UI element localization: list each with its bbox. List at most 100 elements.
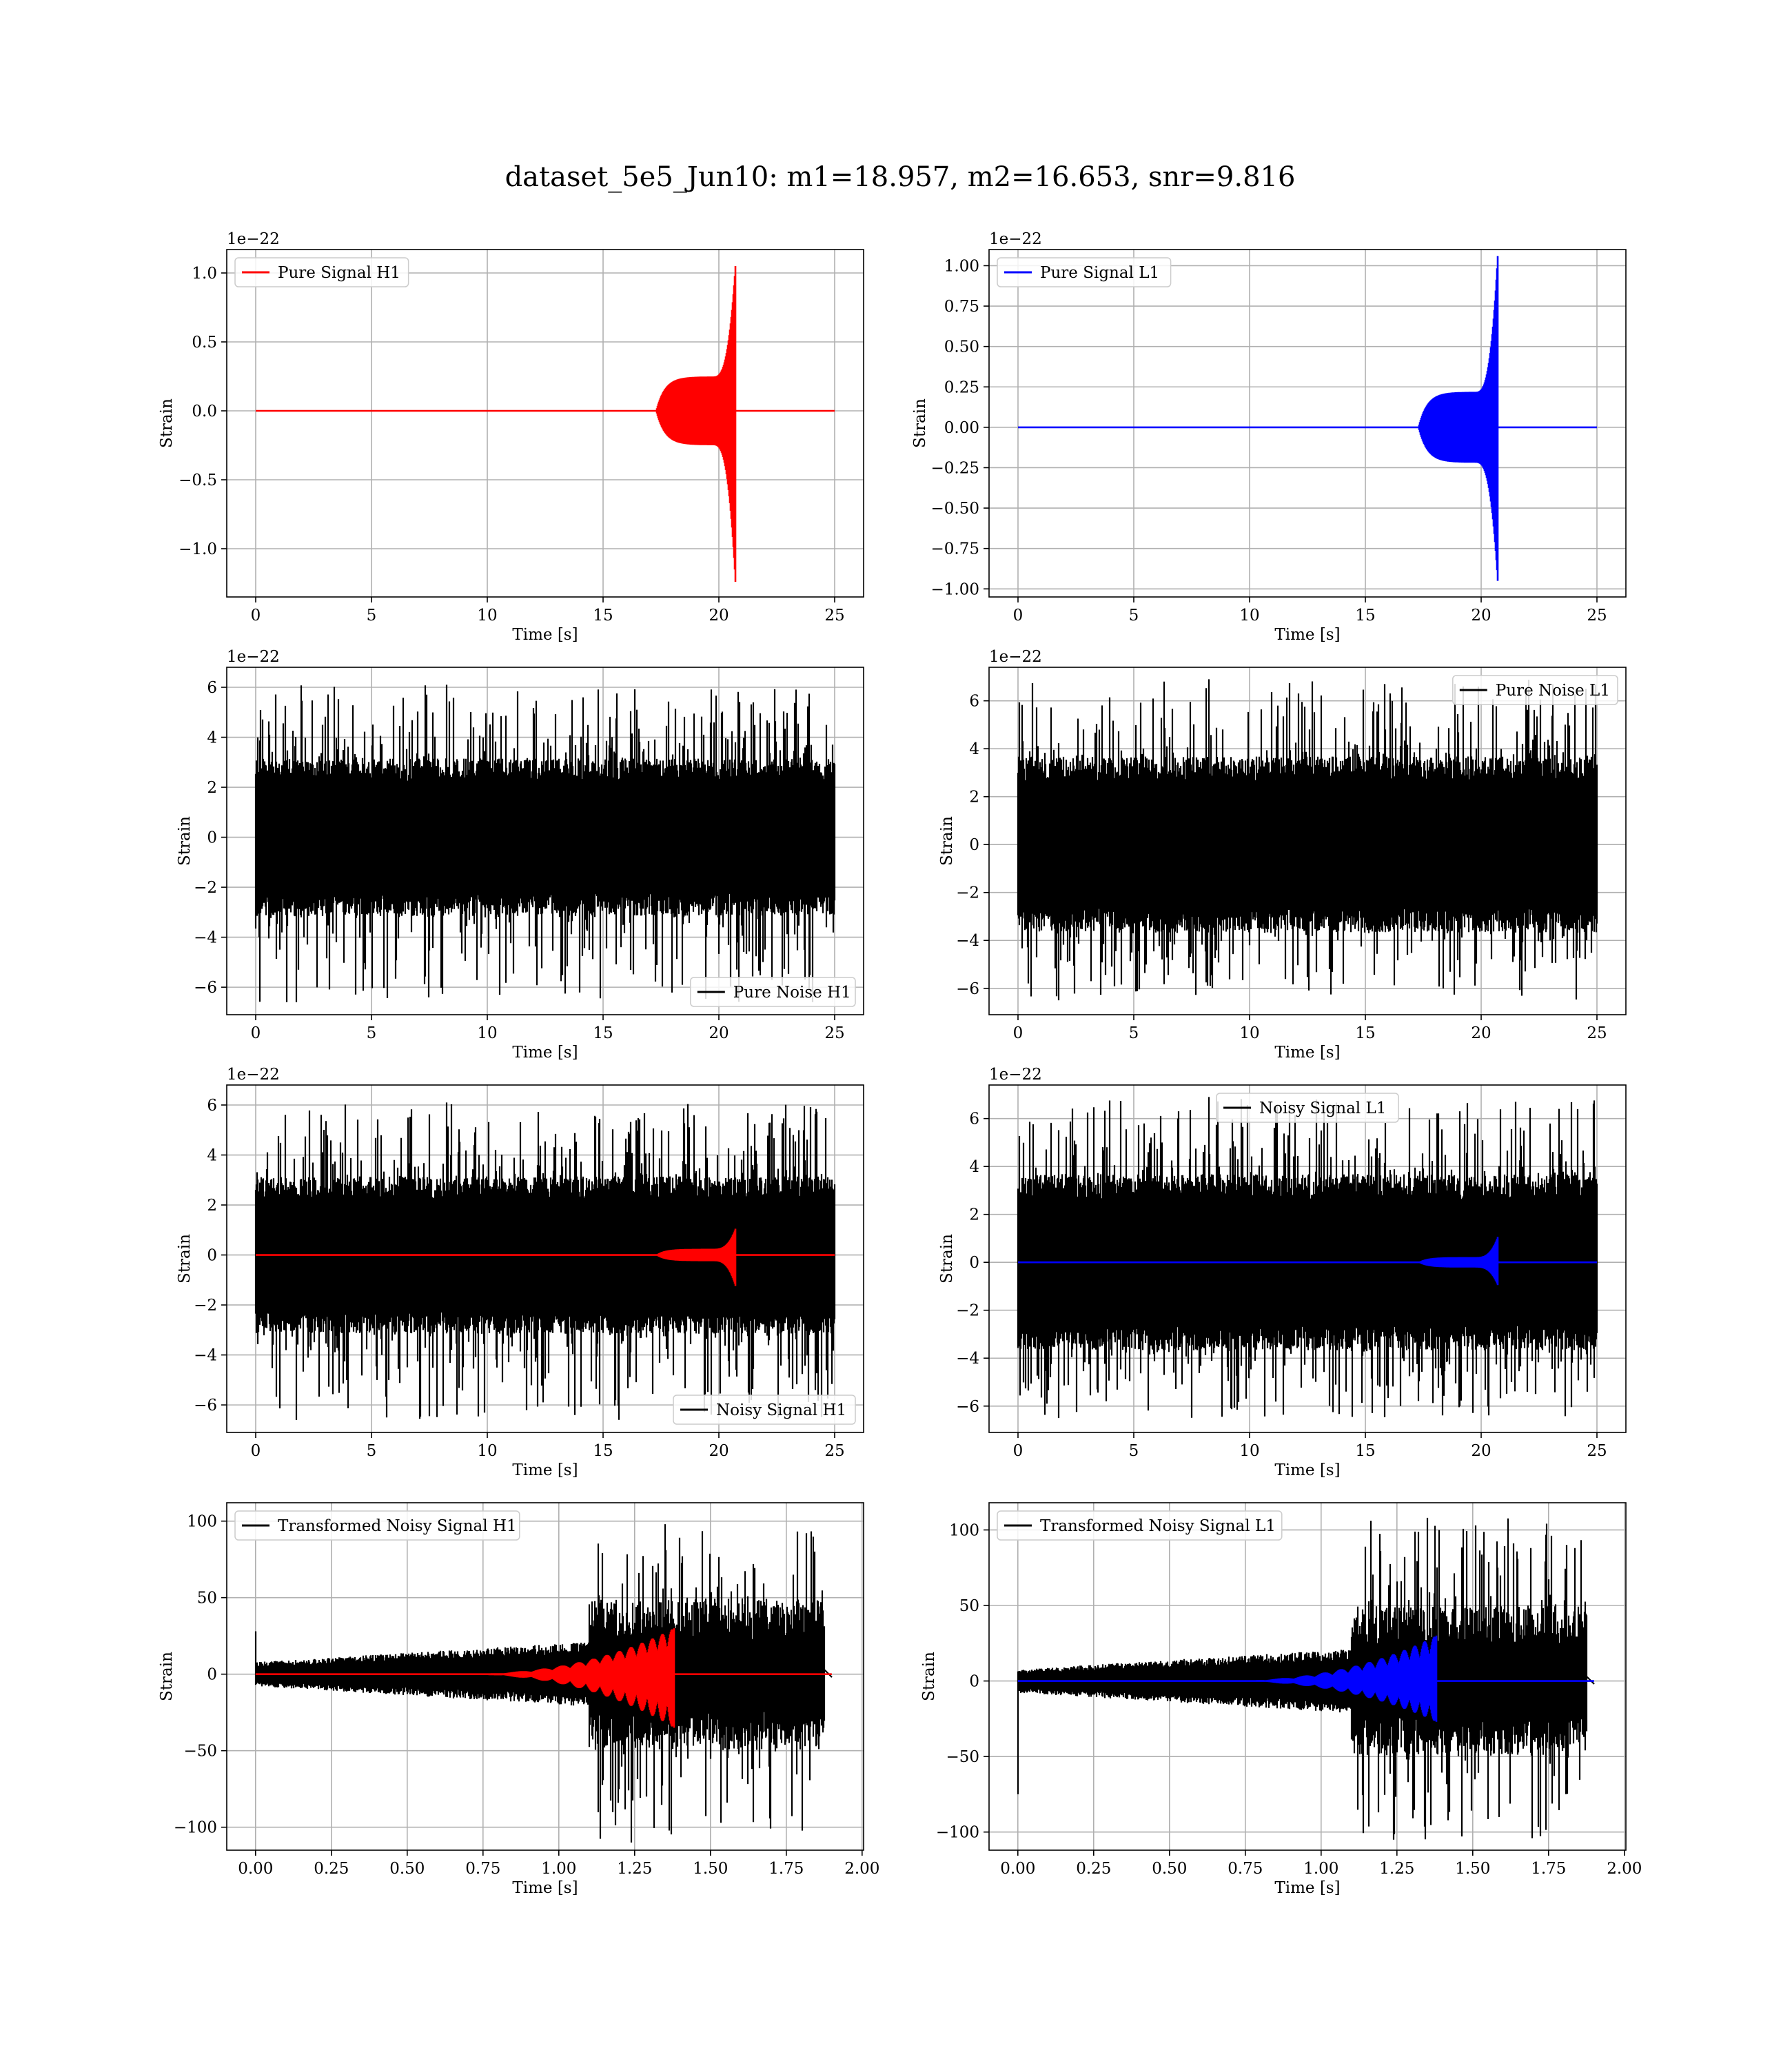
- legend: Pure Signal H1: [234, 257, 409, 287]
- subplot-transformed-noisy-signal-l1: 0.00 0.25 0.50 0.75 1.00 1.25 1.50 1.75 2.00 −100…: [920, 1502, 1642, 1897]
- y-tick-label: 2: [207, 1197, 217, 1215]
- figure-suptitle: dataset_5e5_Jun10: m1=18.957, m2=16.653,…: [505, 161, 1296, 193]
- x-axis-label: Time [s]: [512, 1879, 578, 1897]
- y-tick-label: −6: [956, 980, 979, 998]
- x-tick-label: 1.50: [1455, 1860, 1490, 1878]
- x-axis-label: Time [s]: [512, 1044, 578, 1062]
- series-line-pure-noise-l1: [1017, 679, 1598, 1001]
- legend-label: Noisy Signal L1: [1259, 1099, 1386, 1117]
- x-tick-label: 0.25: [1076, 1860, 1111, 1878]
- y-tick-label: −50: [946, 1748, 979, 1766]
- y-tick-label: −4: [956, 1350, 979, 1368]
- x-tick-label: 0: [1013, 1442, 1024, 1460]
- y-tick-label: −6: [194, 1397, 217, 1415]
- subplot-pure-signal-l1: 0 5 10 15 20 25 −1.00 −0.75 −0.50 −0.25 0.00 0.25 0.…: [911, 230, 1627, 644]
- series-line-pure-noise-h1: [254, 685, 836, 1002]
- y-axis-label: Strain: [176, 816, 194, 866]
- y-tick-label: 6: [969, 693, 979, 711]
- y-tick-label: −50: [183, 1743, 217, 1761]
- x-tick-label: 5: [367, 1442, 377, 1460]
- legend: Pure Noise H1: [690, 977, 856, 1007]
- y-tick-label: 100: [949, 1521, 979, 1539]
- subplot-noisy-signal-h1: 0 5 10 15 20 25 −6 −4 −2 0 2 4 6 Time [s] Strain 1e−22 N…: [176, 1066, 864, 1479]
- y-tick-label: −6: [194, 979, 217, 997]
- x-tick-label: 20: [1471, 1442, 1491, 1460]
- y-tick-label: 0.50: [944, 338, 979, 356]
- x-tick-label: 15: [1355, 1024, 1375, 1042]
- x-tick-label: 0.75: [1228, 1860, 1263, 1878]
- y-tick-label: 1.00: [944, 257, 979, 275]
- axes-frame: [988, 1084, 1627, 1433]
- plot-area: [1017, 1097, 1598, 1419]
- subplot-pure-noise-h1: 0 5 10 15 20 25 −6 −4 −2 0 2 4 6 Time [s] Strain 1e−22 P…: [176, 648, 864, 1062]
- legend-label: Noisy Signal H1: [716, 1401, 846, 1419]
- y-tick-label: 50: [197, 1590, 217, 1608]
- y-tick-label: 0: [207, 1247, 217, 1265]
- y-axis-label: Strain: [158, 398, 176, 448]
- y-tick-label: −2: [956, 884, 979, 902]
- y-tick-label: 0: [207, 829, 217, 847]
- y-tick-label: 0.25: [944, 378, 979, 396]
- axes-frame: [988, 1502, 1627, 1851]
- axes-frame: [226, 1502, 864, 1851]
- x-tick-label: 10: [477, 607, 497, 625]
- y-tick-label: 4: [207, 1147, 217, 1165]
- x-tick-label: 1.00: [541, 1860, 576, 1878]
- x-tick-label: 25: [1587, 607, 1607, 625]
- x-tick-label: 25: [824, 1024, 844, 1042]
- y-tick-label: 6: [969, 1111, 979, 1128]
- y-tick-label: −2: [194, 1297, 217, 1315]
- legend-label: Pure Noise L1: [1496, 682, 1610, 700]
- x-tick-label: 25: [1587, 1442, 1607, 1460]
- x-tick-label: 15: [1355, 1442, 1375, 1460]
- y-offset-label: 1e−22: [227, 1066, 280, 1084]
- x-tick-label: 1.00: [1303, 1860, 1338, 1878]
- x-tick-label: 2.00: [1607, 1860, 1642, 1878]
- x-tick-label: 0: [251, 1442, 261, 1460]
- y-offset-label: 1e−22: [989, 648, 1042, 666]
- legend-label: Transformed Noisy Signal H1: [278, 1517, 517, 1535]
- x-tick-label: 15: [593, 1024, 613, 1042]
- x-tick-label: 25: [824, 1442, 844, 1460]
- plot-area: [1017, 1517, 1595, 1840]
- y-axis-label: Strain: [938, 816, 956, 866]
- legend-label: Pure Noise H1: [733, 984, 851, 1002]
- x-tick-label: 5: [1129, 1442, 1139, 1460]
- legend-label: Pure Signal H1: [278, 264, 400, 282]
- y-tick-label: 0: [969, 1254, 979, 1272]
- legend-box: [673, 1395, 856, 1425]
- x-tick-label: 15: [593, 607, 613, 625]
- series-line-l1-signal: [1017, 1635, 1594, 1722]
- x-tick-label: 1.25: [617, 1860, 652, 1878]
- x-axis-label: Time [s]: [1274, 1461, 1340, 1479]
- legend-label: Transformed Noisy Signal L1: [1040, 1517, 1276, 1535]
- x-tick-label: 10: [477, 1024, 497, 1042]
- legend-box: [234, 1510, 520, 1541]
- y-tick-label: 4: [969, 1158, 979, 1176]
- x-tick-label: 25: [1587, 1024, 1607, 1042]
- y-offset-label: 1e−22: [227, 230, 280, 248]
- y-tick-label: 2: [969, 789, 979, 807]
- y-tick-label: −0.75: [931, 540, 979, 558]
- legend-box: [997, 257, 1172, 287]
- x-tick-label: 0: [1013, 1024, 1024, 1042]
- x-tick-label: 0.00: [238, 1860, 273, 1878]
- series-line-pure-signal-l1: [1018, 256, 1597, 581]
- axes-frame: [226, 1084, 864, 1433]
- y-tick-label: 2: [969, 1206, 979, 1224]
- y-tick-label: −0.25: [931, 459, 979, 477]
- x-axis-label: Time [s]: [1274, 1044, 1340, 1062]
- y-tick-label: −0.5: [179, 472, 217, 489]
- x-tick-label: 5: [367, 1024, 377, 1042]
- y-axis-label: Strain: [938, 1234, 956, 1284]
- x-tick-label: 0: [251, 1024, 261, 1042]
- y-axis-label: Strain: [158, 1652, 176, 1701]
- y-tick-label: −4: [194, 929, 217, 947]
- x-axis-label: Time [s]: [512, 626, 578, 644]
- x-tick-label: 1.75: [1531, 1860, 1566, 1878]
- y-tick-label: 0.5: [192, 334, 217, 352]
- subplot-transformed-noisy-signal-h1: 0.00 0.25 0.50 0.75 1.00 1.25 1.50 1.75 2.00 −100…: [158, 1502, 879, 1897]
- plot-area: [254, 685, 836, 1002]
- y-tick-label: −4: [194, 1347, 217, 1365]
